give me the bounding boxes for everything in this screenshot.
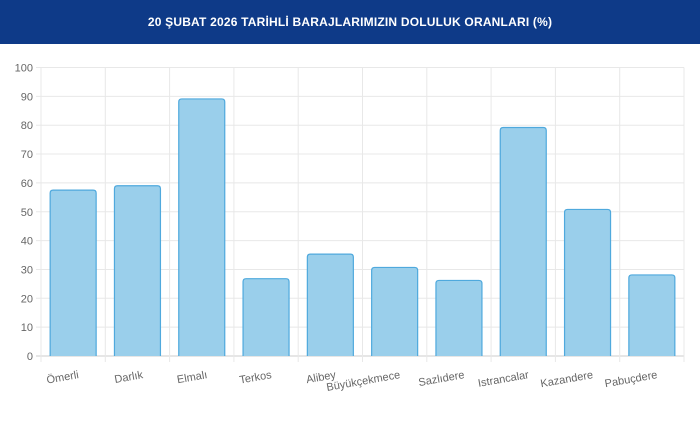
y-tick-label: 30	[21, 264, 33, 276]
bar-elmalı	[178, 98, 226, 356]
y-tick-label: 10	[21, 322, 33, 334]
bar-büyükçekmece	[371, 266, 419, 356]
y-tick-label: 70	[21, 149, 33, 161]
y-tick-label: 40	[21, 236, 33, 248]
y-tick-label: 50	[21, 207, 33, 219]
bars	[49, 98, 676, 356]
x-tick-label: Terkos	[239, 369, 273, 387]
x-tick-label: Ömerli	[46, 369, 80, 386]
x-tick-label: Büyükçekmece	[326, 369, 402, 394]
chart-title: 20 ŞUBAT 2026 TARİHLİ BARAJLARIMIZIN DOL…	[147, 15, 553, 29]
bar-pabuçdere	[628, 274, 676, 356]
y-tick-label: 100	[15, 63, 33, 75]
y-tick-label: 60	[21, 178, 33, 190]
x-tick-label: Darlık	[114, 369, 145, 386]
x-tick-label: Sazlıdere	[418, 369, 466, 389]
x-tick-label: Elmalı	[176, 369, 208, 386]
y-axis-ticks: 0 10 20 30 40 50 60 70 80 90 100	[15, 63, 33, 364]
bar-istrancalar	[499, 126, 547, 356]
y-tick-label: 20	[21, 293, 33, 305]
y-tick-label: 0	[27, 351, 33, 363]
bar-kazandere	[563, 208, 612, 356]
x-tick-label: Kazandere	[540, 369, 594, 390]
y-tick-label: 80	[21, 120, 33, 132]
x-axis-ticks: Ömerli Darlık Elmalı Terkos AlibeyBüyükçekme…	[46, 369, 659, 394]
x-tick-label: Pabuçdere	[604, 369, 658, 390]
bar-ömerli	[49, 189, 97, 356]
bar-darlık	[113, 185, 162, 356]
x-tick-label: Alibey	[305, 369, 337, 386]
bar-terkos	[242, 278, 290, 356]
bar-alibey	[306, 253, 354, 356]
bar-sazlıdere	[435, 279, 483, 356]
y-tick-label: 90	[21, 91, 33, 103]
grid	[36, 67, 685, 362]
x-tick-label: Istrancalar	[477, 369, 530, 390]
title-bar: 20 ŞUBAT 2026 TARİHLİ BARAJLARIMIZIN DOL…	[0, 0, 700, 44]
